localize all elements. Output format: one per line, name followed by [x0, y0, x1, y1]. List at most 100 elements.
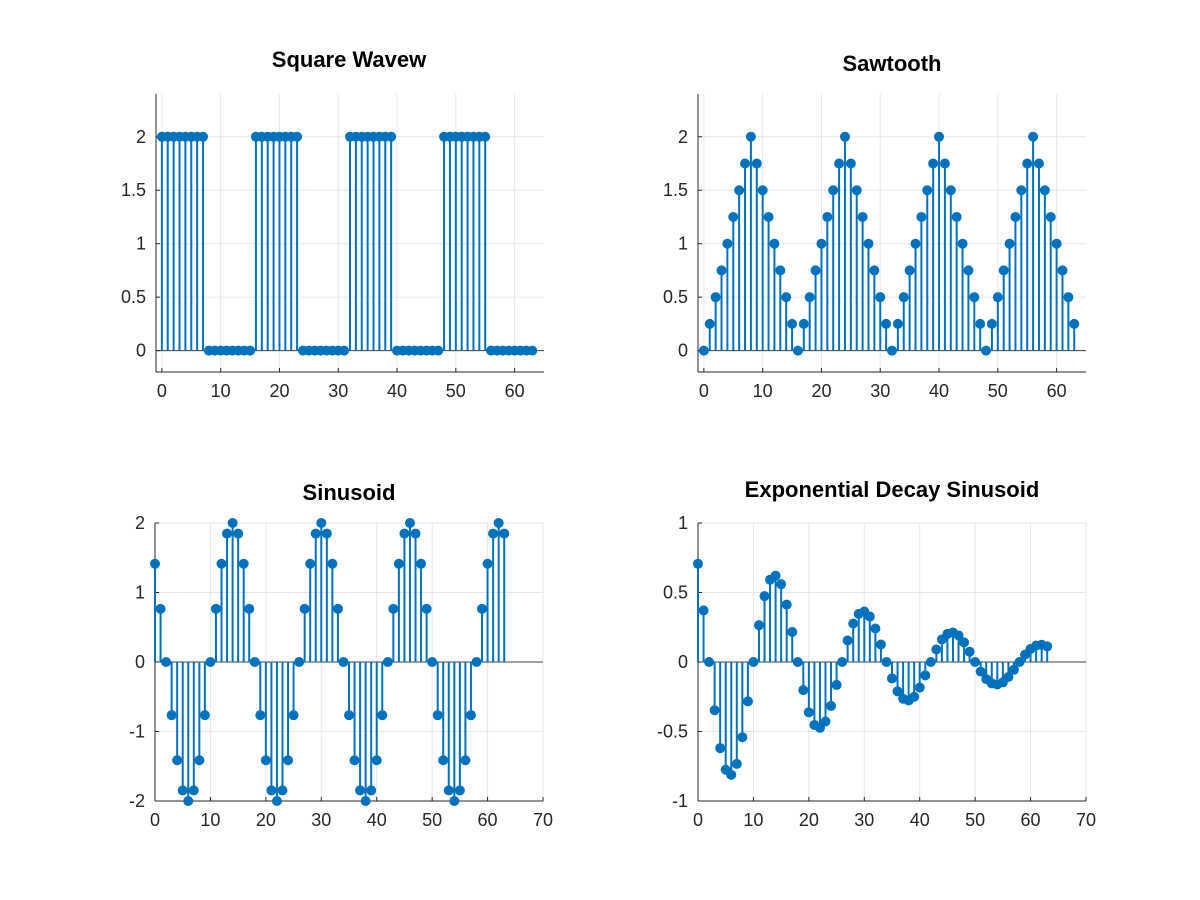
- x-tick-label: 10: [743, 810, 763, 830]
- stem-marker: [188, 785, 199, 796]
- x-tick-label: 40: [910, 810, 930, 830]
- stem-marker: [959, 637, 970, 648]
- stem-marker: [826, 700, 837, 711]
- stem-marker: [751, 158, 762, 169]
- y-tick-label: 0.5: [663, 287, 688, 307]
- stem-marker: [255, 710, 266, 721]
- y-tick-label: -1: [672, 791, 688, 811]
- x-tick-label: 20: [256, 810, 276, 830]
- stem-marker: [709, 705, 720, 716]
- stem-marker: [892, 318, 903, 329]
- x-tick-label: 10: [200, 810, 220, 830]
- y-tick-label: -1: [129, 722, 145, 742]
- stem-marker: [734, 185, 745, 196]
- stem-marker: [887, 673, 897, 684]
- stem-marker: [763, 211, 774, 222]
- stem-marker: [970, 657, 981, 667]
- stem-marker: [898, 292, 909, 303]
- y-tick-label: 1: [678, 234, 688, 254]
- stem-marker: [480, 131, 491, 142]
- stem-marker: [1069, 318, 1080, 329]
- y-tick-label: 1.5: [121, 180, 146, 200]
- subplot-square-wave: Square Wavew 0 10 20 30 40 50 60 0 0.5 1 1.5 2: [121, 47, 544, 401]
- x-tick-label: 0: [157, 381, 167, 401]
- stem-marker: [172, 755, 183, 766]
- stem-marker: [216, 558, 227, 569]
- stem-marker: [704, 657, 715, 667]
- stem-marker: [339, 345, 350, 356]
- stem-marker: [863, 238, 874, 249]
- stem-marker: [1033, 158, 1044, 169]
- stem-marker: [177, 785, 188, 796]
- x-tick-label: 60: [1047, 381, 1067, 401]
- stem-marker: [798, 685, 809, 696]
- stem-marker: [150, 558, 160, 569]
- stem-marker: [1057, 265, 1068, 276]
- stem-marker: [737, 732, 748, 743]
- subplot-sinusoid: Sinusoid 0 10 20 30 40 50 60 70 -2 -1 0 1 2: [129, 480, 553, 830]
- x-tick-label: 50: [988, 381, 1008, 401]
- stem-marker: [922, 185, 933, 196]
- stem-marker: [775, 265, 786, 276]
- stem-marker: [845, 158, 856, 169]
- stem-marker: [210, 603, 221, 614]
- stem-marker: [1063, 292, 1074, 303]
- y-tick-label: 0: [136, 341, 146, 361]
- stem-marker: [161, 657, 172, 667]
- stem-marker: [851, 185, 862, 196]
- stem-marker: [321, 528, 332, 539]
- stem-marker: [244, 603, 255, 614]
- stem-marker: [798, 318, 809, 329]
- stem-marker: [227, 518, 238, 528]
- stem-marker: [527, 345, 538, 356]
- plot-area: 0 10 20 30 40 50 60 70 -1 -0.5 0 0.5 1: [657, 513, 1096, 830]
- stem-marker: [1008, 664, 1019, 675]
- stem-marker: [288, 710, 299, 721]
- stem-marker: [194, 755, 205, 766]
- x-tick-label: 20: [799, 810, 819, 830]
- stem-marker: [305, 558, 316, 569]
- x-tick-label: 30: [854, 810, 874, 830]
- stem-marker: [183, 796, 194, 806]
- stem-marker: [1042, 641, 1053, 652]
- stem-marker: [710, 292, 721, 303]
- stem-marker: [810, 265, 821, 276]
- stem-marker: [753, 620, 764, 631]
- stem-marker: [366, 785, 377, 796]
- stem-marker: [887, 345, 897, 356]
- y-tick-label: 0: [135, 652, 145, 672]
- stem-marker: [820, 716, 831, 727]
- stem-marker: [969, 292, 980, 303]
- stem-marker: [1051, 238, 1062, 249]
- plot-area: 0 10 20 30 40 50 60 0 0.5 1 1.5 2: [121, 94, 544, 401]
- plot-area: 0 10 20 30 40 50 60 0 0.5 1 1.5 2: [663, 94, 1086, 401]
- x-tick-label: 20: [811, 381, 831, 401]
- stem-marker: [371, 755, 382, 766]
- stem-marker: [828, 185, 839, 196]
- stem-marker: [260, 755, 271, 766]
- stem-marker: [238, 558, 249, 569]
- y-tick-label: 1: [136, 234, 146, 254]
- stem-marker: [748, 657, 759, 667]
- stem-marker: [803, 707, 814, 718]
- stem-marker: [728, 211, 739, 222]
- stem-marker: [957, 238, 968, 249]
- stem-marker: [963, 265, 974, 276]
- stem-marker: [404, 518, 415, 528]
- y-tick-label: 1: [678, 513, 688, 533]
- stem-marker: [1022, 158, 1033, 169]
- stem-marker: [759, 591, 770, 602]
- stem-marker: [998, 265, 1009, 276]
- y-tick-label: 0.5: [663, 583, 688, 603]
- y-tick-label: 1.5: [663, 180, 688, 200]
- y-tick-label: 2: [678, 127, 688, 147]
- stem-marker: [704, 318, 715, 329]
- x-tick-label: 30: [311, 810, 331, 830]
- stem-marker: [382, 657, 393, 667]
- stem-marker: [1003, 672, 1014, 683]
- stem-marker: [892, 686, 903, 697]
- stem-marker: [920, 670, 931, 681]
- subplot-sawtooth: Sawtooth 0 10 20 30 40 50 60 0 0.5 1 1.5 2: [663, 51, 1086, 401]
- stem-marker: [449, 796, 460, 806]
- stem-marker: [393, 558, 404, 569]
